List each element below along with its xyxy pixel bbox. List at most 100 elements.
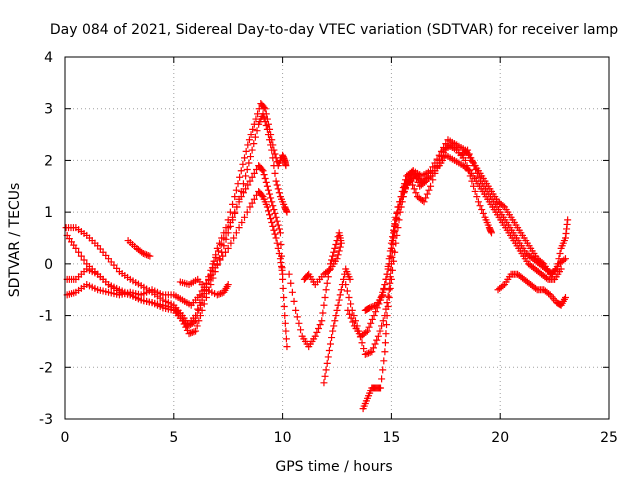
data-point (282, 162, 290, 170)
data-point (331, 317, 339, 325)
data-point (273, 181, 281, 189)
data-point (268, 146, 276, 154)
data-point (241, 154, 249, 162)
data-point (235, 198, 243, 206)
data-point (227, 239, 235, 247)
data-point (194, 305, 202, 313)
data-point (258, 191, 266, 199)
data-point (280, 303, 288, 311)
data-point (258, 165, 266, 173)
data-point (271, 209, 279, 217)
data-point (279, 284, 287, 292)
data-series-K (359, 136, 572, 413)
data-point (293, 313, 301, 321)
data-point (476, 202, 484, 210)
data-point (557, 265, 565, 273)
axes: 0 5 10 15 20 25 -3 -2 -1 0 1 2 3 4 (39, 50, 618, 446)
data-point (264, 207, 272, 215)
data-point (321, 293, 329, 301)
data-point (187, 329, 195, 337)
data-point (235, 224, 243, 232)
data-point (279, 270, 287, 278)
data-point (344, 306, 352, 314)
data-point (272, 177, 280, 185)
data-point (280, 293, 288, 301)
x-tick-label: 5 (169, 430, 178, 446)
data-point (323, 279, 331, 287)
data-point (420, 198, 428, 206)
data-point (139, 250, 147, 258)
data-point (324, 273, 332, 281)
data-point (320, 301, 328, 309)
data-point (331, 244, 339, 252)
data-point (370, 312, 378, 320)
data-point (267, 215, 275, 223)
data-point (264, 186, 272, 194)
data-point (253, 127, 261, 135)
data-point (329, 252, 337, 260)
data-point (365, 323, 373, 331)
data-point (247, 153, 255, 161)
data-point (288, 288, 296, 296)
data-point (345, 293, 353, 301)
data-point (398, 193, 406, 201)
data-point (196, 299, 204, 307)
data-point (342, 281, 350, 289)
chart-title: Day 084 of 2021, Sidereal Day-to-day VTE… (50, 22, 618, 38)
data-point (224, 244, 232, 252)
data-point (431, 159, 439, 167)
data-point (249, 125, 257, 133)
data-point (242, 172, 250, 180)
data-point (386, 284, 394, 292)
data-point (358, 339, 366, 347)
data-point (276, 229, 284, 237)
data-point (239, 160, 247, 168)
data-point (238, 218, 246, 226)
data-point (245, 136, 253, 144)
data-point (471, 187, 479, 195)
data-point (295, 319, 303, 327)
data-point (190, 328, 198, 336)
x-tick-label: 25 (600, 430, 618, 446)
data-point (239, 189, 247, 197)
data-point (349, 318, 357, 326)
data-point (263, 203, 271, 211)
data-point (143, 251, 151, 259)
data-point (380, 357, 388, 365)
data-point (479, 209, 487, 217)
data-point (379, 291, 387, 299)
data-point (388, 266, 396, 274)
y-tick-label: 1 (44, 205, 53, 221)
data-point (391, 248, 399, 256)
data-point (207, 281, 215, 289)
data-point (292, 306, 300, 314)
data-point (499, 202, 507, 210)
data-point (230, 234, 238, 242)
x-tick-label: 10 (274, 430, 292, 446)
data-point (400, 189, 408, 197)
data-point (368, 315, 376, 323)
data-point (365, 349, 373, 357)
data-point (315, 325, 323, 332)
data-series (62, 100, 572, 413)
data-point (241, 213, 249, 221)
data-point (383, 270, 391, 278)
data-point (185, 330, 193, 338)
data-point (429, 176, 437, 184)
data-point (261, 118, 269, 126)
data-point (273, 239, 281, 247)
data-point (378, 322, 386, 330)
data-point (360, 345, 368, 353)
data-point (336, 243, 344, 251)
y-axis-label: SDTVAR / TECUs (7, 183, 23, 298)
data-point (383, 312, 391, 320)
data-point (211, 264, 219, 272)
data-point (337, 239, 345, 247)
data-point (277, 240, 285, 248)
data-point (300, 275, 308, 283)
data-point (274, 221, 282, 229)
data-point (330, 322, 338, 330)
data-point (386, 247, 394, 255)
data-point (560, 256, 568, 264)
data-point (263, 125, 271, 133)
